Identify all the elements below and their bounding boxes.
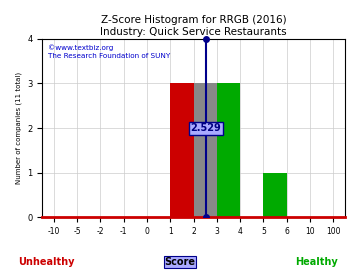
Text: 2.529: 2.529 xyxy=(190,123,221,133)
Bar xyxy=(264,173,287,217)
Text: Score: Score xyxy=(165,257,195,267)
Text: Unhealthy: Unhealthy xyxy=(19,257,75,267)
Text: Healthy: Healthy xyxy=(296,257,338,267)
Y-axis label: Number of companies (11 total): Number of companies (11 total) xyxy=(15,72,22,184)
Bar xyxy=(194,83,217,217)
Bar xyxy=(170,83,194,217)
Text: ©www.textbiz.org
The Research Foundation of SUNY: ©www.textbiz.org The Research Foundation… xyxy=(48,44,170,59)
Title: Z-Score Histogram for RRGB (2016)
Industry: Quick Service Restaurants: Z-Score Histogram for RRGB (2016) Indust… xyxy=(100,15,287,37)
Bar xyxy=(217,83,240,217)
